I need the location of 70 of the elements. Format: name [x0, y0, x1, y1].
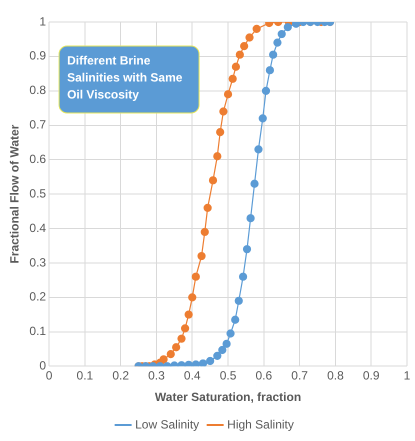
point: [226, 329, 235, 338]
point: [242, 245, 252, 254]
y-tick-label: 0.9: [29, 48, 46, 63]
point: [278, 30, 286, 38]
point: [192, 272, 200, 281]
point: [246, 214, 255, 222]
point: [206, 356, 214, 366]
y-tick-label: 0.7: [29, 118, 46, 132]
point: [236, 50, 244, 59]
point: [250, 180, 259, 188]
x-tick-label: 0.3: [148, 368, 166, 383]
point: [232, 62, 240, 71]
point: [204, 204, 212, 212]
point: [219, 107, 228, 116]
point: [180, 324, 190, 332]
y-tick-label: 0.6: [29, 152, 46, 166]
point: [266, 66, 274, 74]
point: [284, 23, 292, 32]
point: [231, 316, 240, 324]
point: [160, 355, 168, 364]
point: [184, 360, 193, 366]
y-tick-label: 0.1: [29, 324, 46, 338]
x-tick-label: 0.4: [184, 368, 201, 383]
x-tick-label: 0.8: [327, 368, 344, 383]
point: [222, 340, 231, 348]
point: [238, 272, 248, 281]
y-tick-label: 0.2: [29, 290, 46, 304]
x-tick-label: 1: [404, 368, 411, 383]
x-tick-label: 0.5: [220, 368, 237, 383]
x-axis-title: Water Saturation, fraction: [154, 390, 302, 404]
point: [200, 228, 209, 236]
point: [188, 293, 196, 302]
x-tick-label: 0.6: [255, 368, 272, 383]
point: [213, 152, 222, 160]
point: [208, 176, 218, 184]
point: [177, 334, 186, 343]
y-tick-label: 0.8: [29, 83, 46, 98]
annotation: Different Brine Salinities with Same Oil Viscosity: [67, 53, 183, 102]
point: [213, 352, 222, 360]
x-tick-label: 0.1: [76, 368, 94, 383]
point: [166, 350, 175, 358]
y-tick-label: 0.3: [29, 255, 46, 270]
point: [252, 24, 261, 33]
point: [197, 252, 206, 260]
point: [234, 296, 243, 305]
point: [192, 360, 200, 366]
point: [224, 90, 232, 98]
legend-label: Low Salinity: [135, 417, 200, 432]
point: [216, 128, 224, 136]
y-tick-label: 0.5: [29, 186, 46, 200]
point: [218, 346, 226, 354]
y-tick-label: 0: [39, 358, 46, 373]
y-axis-title: Fractional Flow of Water: [8, 124, 22, 264]
x-tick-label: 0.7: [291, 368, 308, 383]
point: [198, 359, 208, 366]
legend-label: High Salinity: [227, 417, 294, 432]
x-tick-label: 0.2: [112, 368, 130, 383]
point: [245, 33, 254, 42]
y-tick-label: 1: [39, 14, 46, 28]
point: [269, 50, 278, 59]
point: [172, 343, 180, 352]
x-tick-label: 0.9: [362, 368, 380, 383]
point: [258, 114, 267, 122]
point: [254, 145, 263, 154]
y-tick-label: 0.4: [29, 220, 46, 235]
point: [184, 310, 193, 319]
point: [228, 74, 237, 83]
point: [273, 38, 282, 47]
point: [240, 42, 248, 50]
point: [262, 86, 270, 95]
